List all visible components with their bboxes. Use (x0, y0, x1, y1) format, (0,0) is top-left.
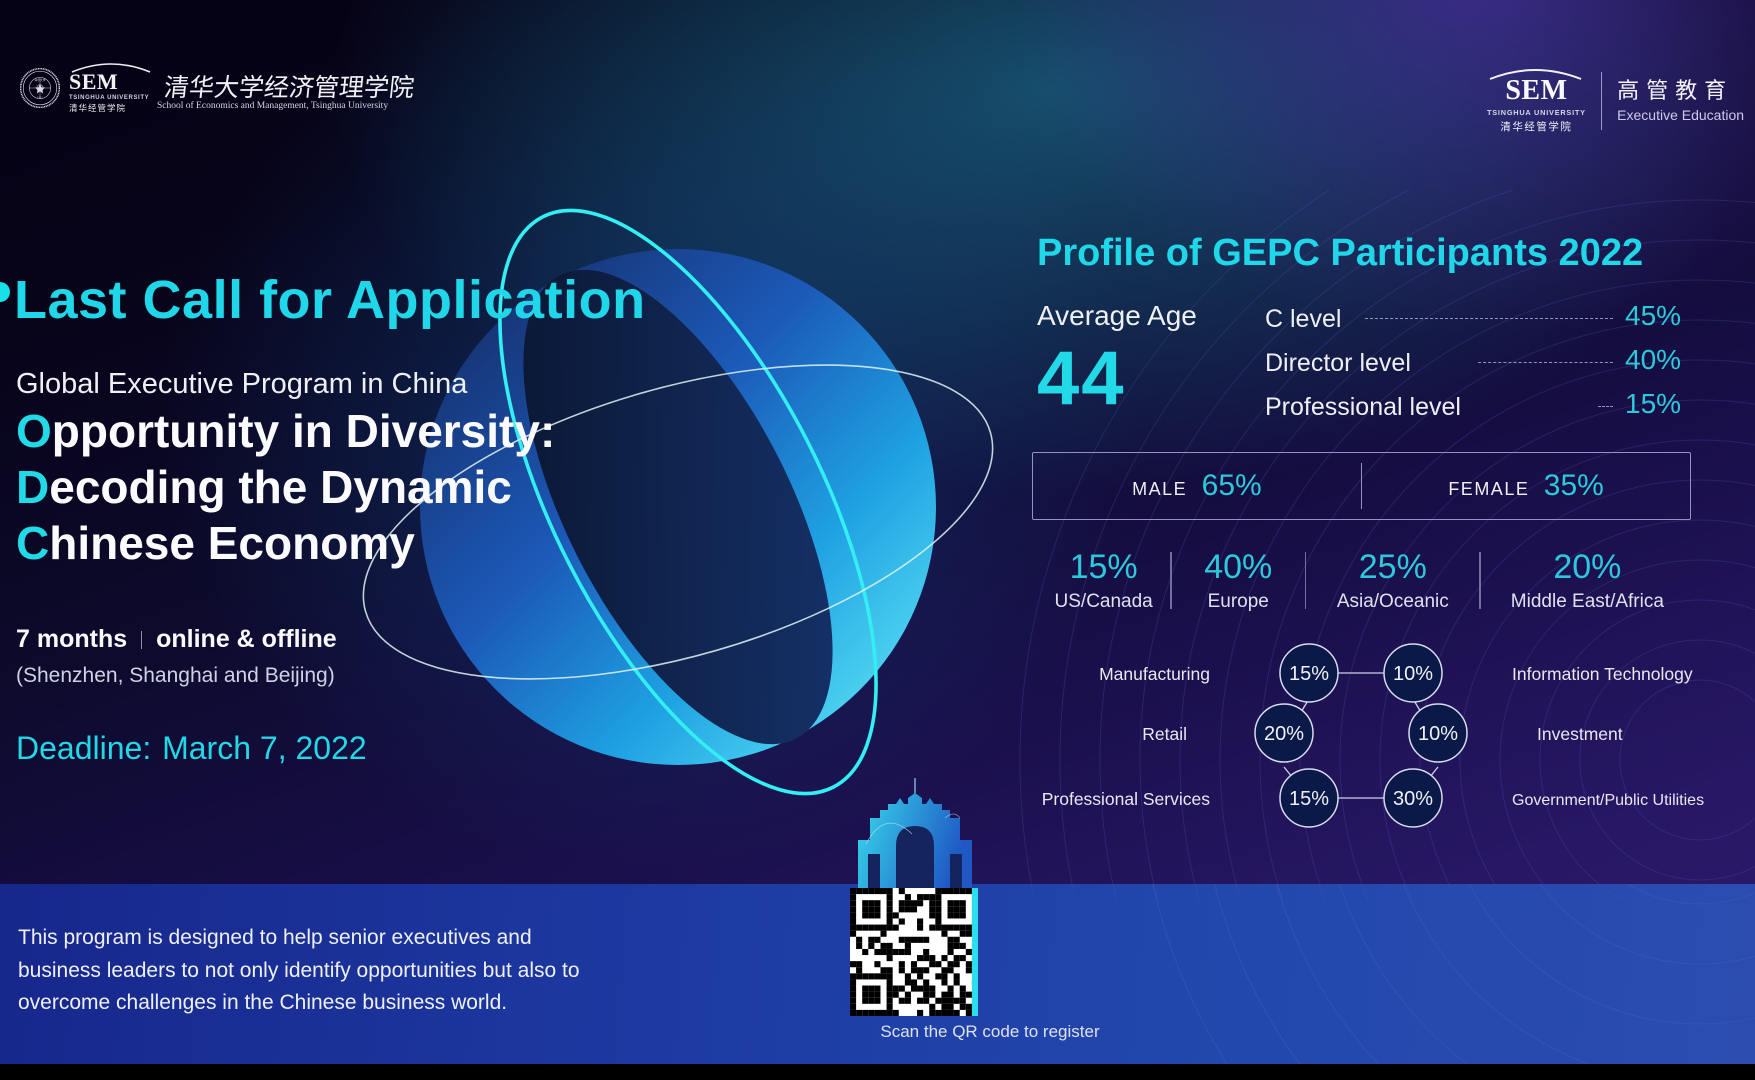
svg-text:Manufacturing: Manufacturing (1099, 664, 1210, 684)
svg-text:15%: 15% (1289, 788, 1329, 810)
svg-text:Government/Public Utilities: Government/Public Utilities (1512, 792, 1704, 809)
svg-text:清华大学: 清华大学 (34, 78, 45, 82)
svg-text:10%: 10% (1418, 723, 1458, 745)
svg-text:15%: 15% (1289, 663, 1329, 685)
svg-text:1911: 1911 (37, 97, 43, 99)
svg-text:Professional Services: Professional Services (1042, 789, 1211, 809)
svg-text:10%: 10% (1393, 663, 1433, 685)
svg-text:20%: 20% (1264, 723, 1304, 745)
svg-text:Retail: Retail (1142, 724, 1187, 744)
svg-text:Investment: Investment (1537, 724, 1623, 744)
svg-text:Information Technology: Information Technology (1512, 664, 1693, 684)
svg-text:30%: 30% (1393, 788, 1433, 810)
